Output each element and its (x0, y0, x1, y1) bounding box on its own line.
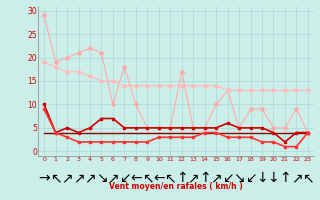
X-axis label: Vent moyen/en rafales ( km/h ): Vent moyen/en rafales ( km/h ) (109, 182, 243, 191)
